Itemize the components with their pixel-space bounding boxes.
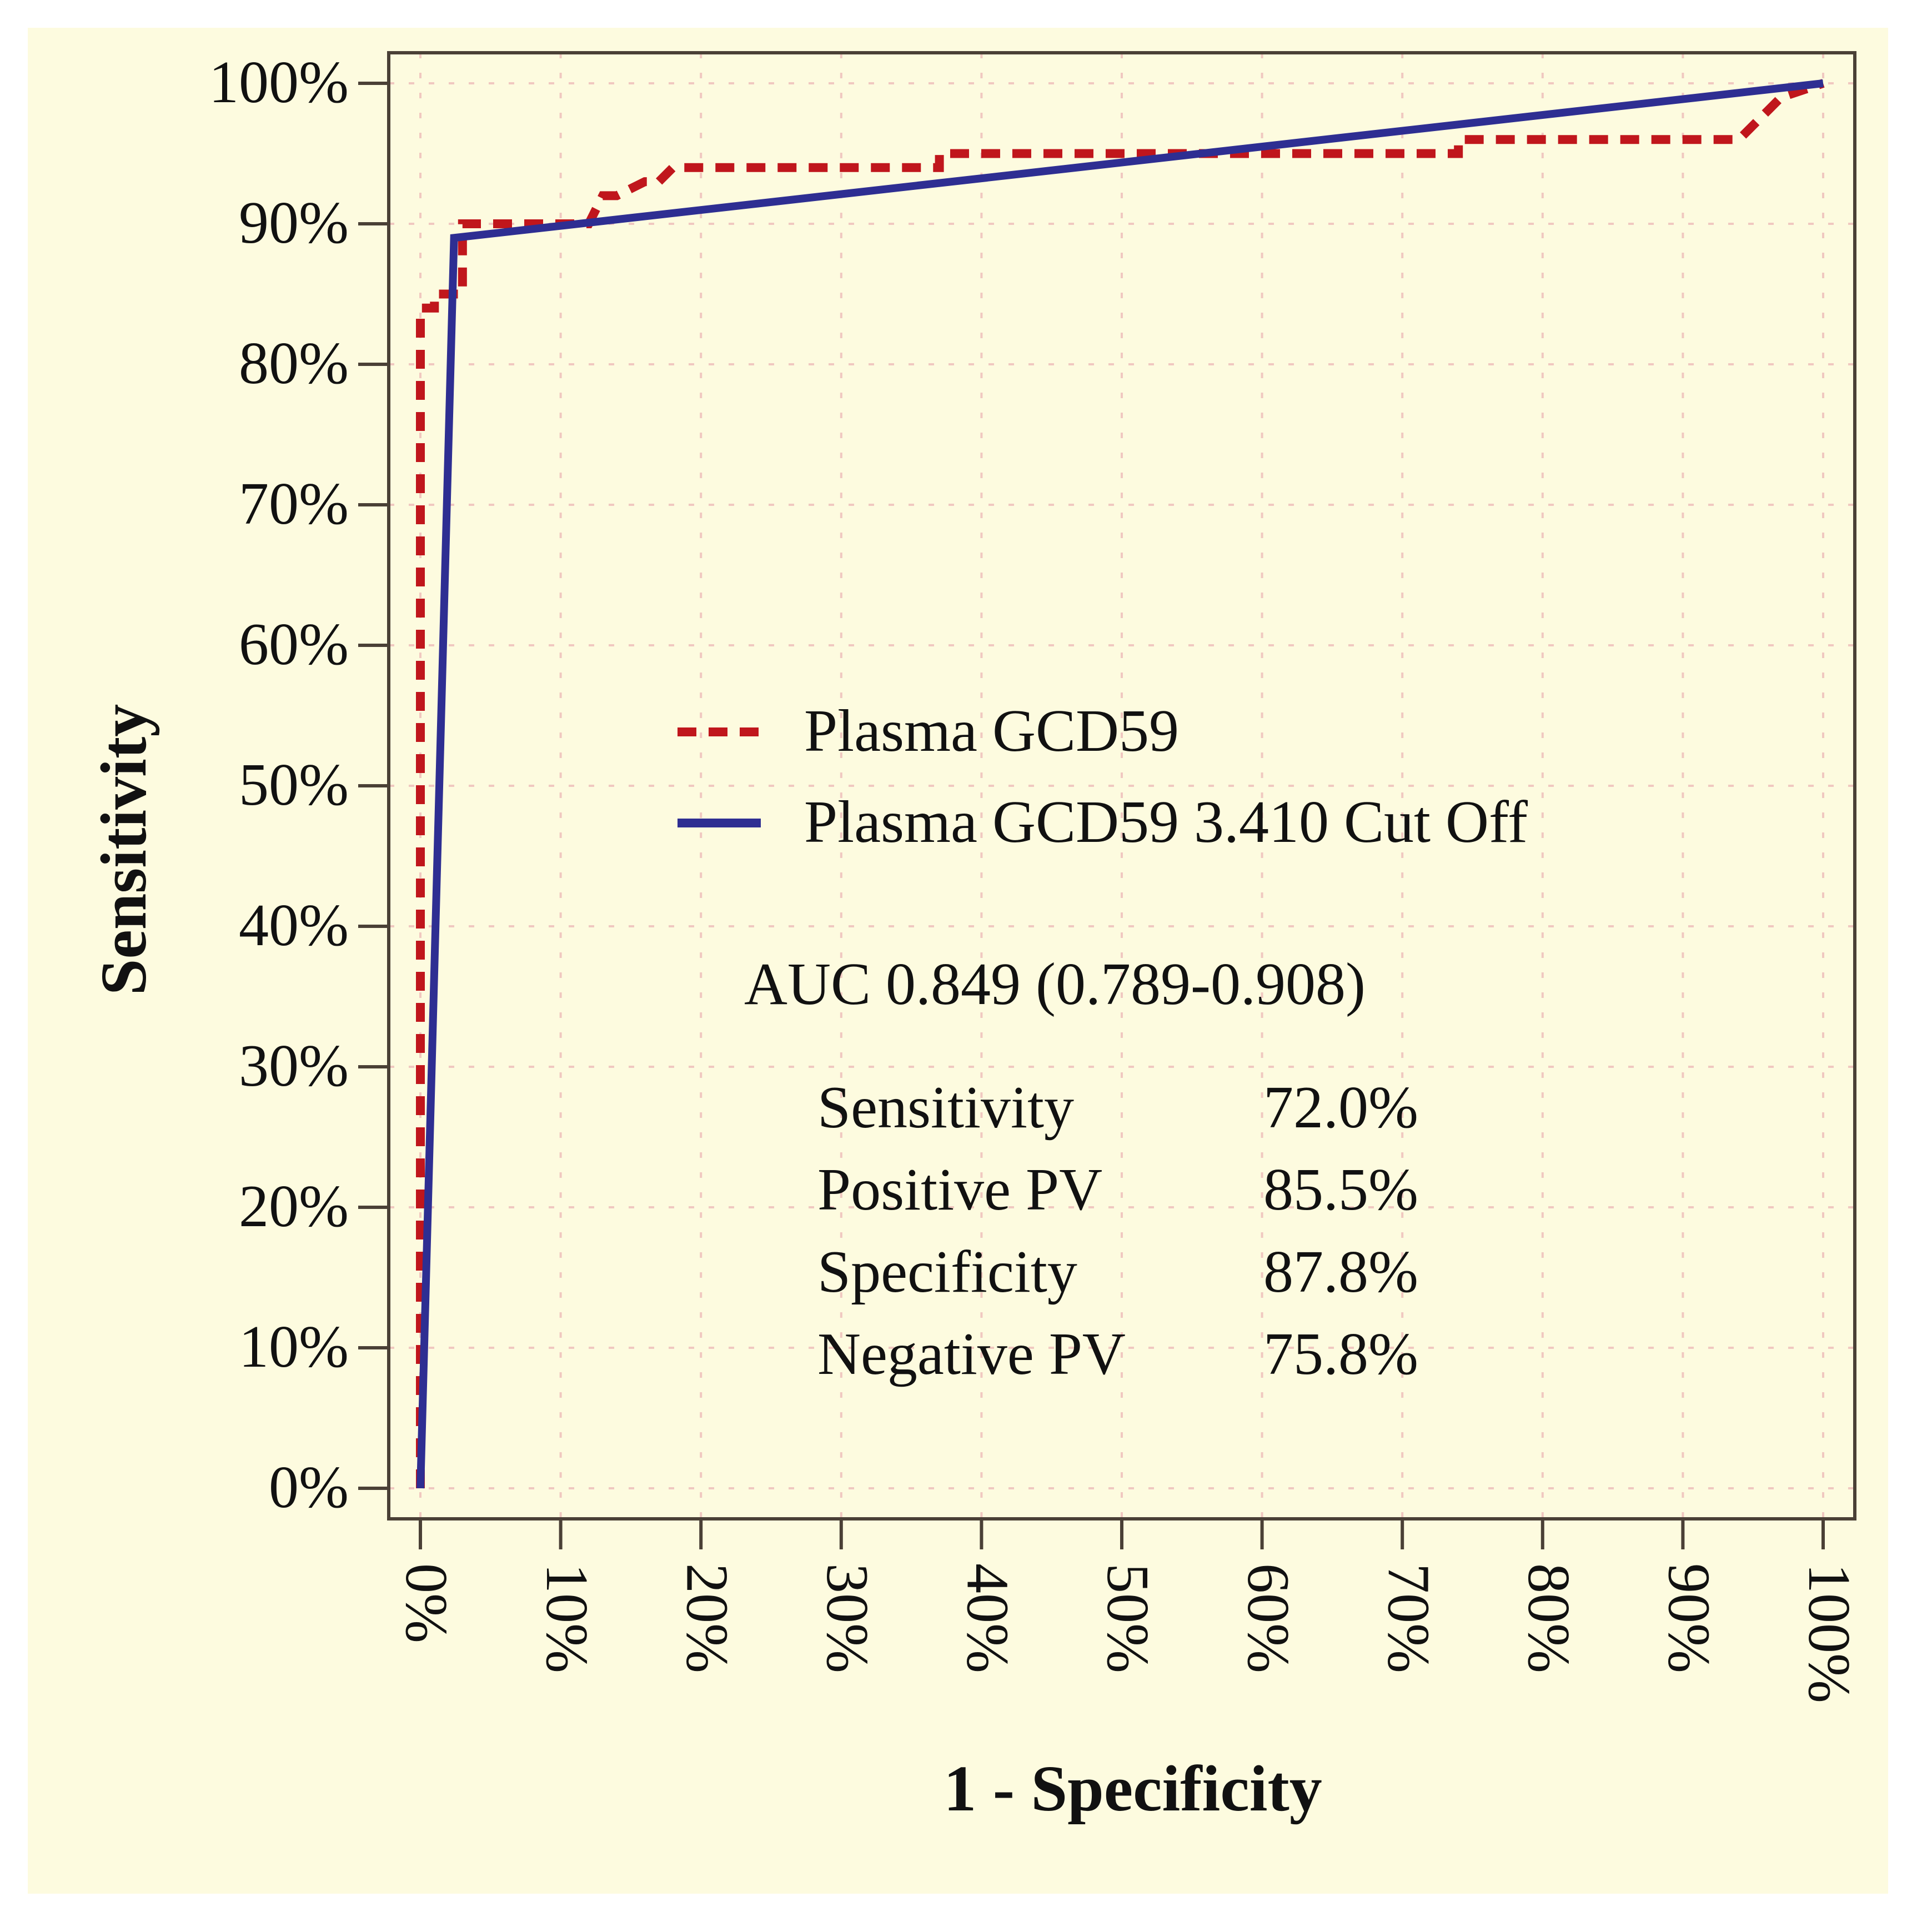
- y-tick-label: 90%: [239, 190, 349, 256]
- y-tick-label: 20%: [239, 1173, 349, 1240]
- stat-value-sensitivity: 72.0%: [1263, 1075, 1418, 1141]
- stats-table: Sensitivity 72.0% Positive PV 85.5% Spec…: [817, 1075, 1418, 1387]
- stat-value-specificity: 87.8%: [1263, 1239, 1418, 1305]
- y-tick-label: 60%: [239, 611, 349, 678]
- x-tick-label: 80%: [1515, 1563, 1582, 1673]
- axis-ticks: 0% 10% 20% 30% 40% 50% 60% 70% 80% 90% 100% 0% 10% 20…: [209, 49, 1862, 1703]
- x-tick-label: 0%: [393, 1563, 459, 1643]
- legend: Plasma GCD59 Plasma GCD59 3.410 Cut Off: [678, 698, 1528, 855]
- y-tick-label: 50%: [239, 752, 349, 818]
- stat-label-positive-pv: Positive PV: [817, 1157, 1102, 1223]
- x-tick-label: 50%: [1095, 1563, 1161, 1673]
- x-tick-label: 40%: [955, 1563, 1021, 1673]
- x-tick-label: 70%: [1375, 1563, 1441, 1673]
- stat-label-negative-pv: Negative PV: [817, 1321, 1126, 1387]
- auc-annotation: AUC 0.849 (0.789-0.908): [744, 951, 1366, 1017]
- x-tick-label: 90%: [1656, 1563, 1722, 1673]
- stat-value-negative-pv: 75.8%: [1263, 1321, 1418, 1387]
- x-tick-label: 100%: [1796, 1563, 1862, 1703]
- x-tick-label: 60%: [1235, 1563, 1301, 1673]
- y-tick-label: 10%: [239, 1314, 349, 1380]
- y-tick-label: 100%: [209, 49, 349, 116]
- series-line-cut-off: [416, 79, 1824, 1489]
- x-axis-label: 1 - Specificity: [944, 1752, 1322, 1825]
- y-tick-label: 80%: [239, 330, 349, 397]
- legend-label-dashed: Plasma GCD59: [804, 698, 1179, 764]
- stat-label-specificity: Specificity: [817, 1239, 1077, 1305]
- y-axis-label: Sensitivity: [87, 704, 160, 996]
- y-tick-label: 70%: [239, 471, 349, 537]
- y-tick-label: 0%: [269, 1454, 349, 1520]
- y-tick-label: 40%: [239, 892, 349, 959]
- stat-value-positive-pv: 85.5%: [1263, 1157, 1418, 1223]
- x-tick-label: 20%: [674, 1563, 740, 1673]
- legend-label-solid: Plasma GCD59 3.410 Cut Off: [804, 789, 1528, 855]
- grid-lines: [389, 53, 1855, 1519]
- y-tick-label: 30%: [239, 1033, 349, 1099]
- series-line-plasma-gcd59: [416, 79, 1825, 1488]
- x-tick-label: 10%: [534, 1563, 600, 1673]
- stat-label-sensitivity: Sensitivity: [817, 1075, 1074, 1141]
- series-layer: [416, 79, 1825, 1489]
- x-tick-label: 30%: [814, 1563, 880, 1673]
